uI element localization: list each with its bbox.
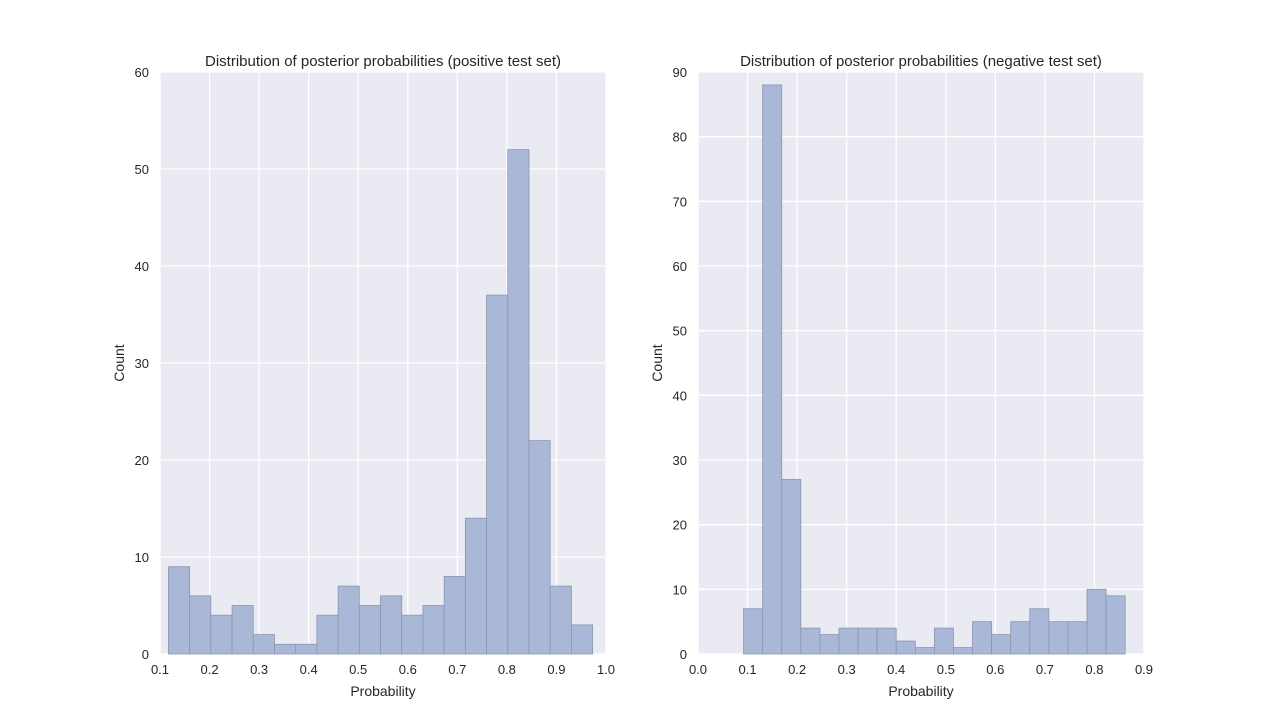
- bar: [895, 640, 916, 655]
- bar: [991, 634, 1012, 655]
- y-tick-label: 50: [673, 324, 687, 339]
- x-tick-label: 0.4: [887, 662, 905, 677]
- bar: [876, 627, 897, 655]
- bar: [1048, 621, 1069, 655]
- y-tick-label: 30: [135, 356, 149, 371]
- bar: [549, 585, 572, 655]
- x-tick-label: 0.3: [250, 662, 268, 677]
- bar: [507, 149, 530, 655]
- y-tick-label: 0: [680, 647, 687, 662]
- y-tick-label: 90: [673, 65, 687, 80]
- bar: [1105, 595, 1126, 655]
- bar: [422, 605, 445, 655]
- bars: [743, 84, 1126, 655]
- bar: [231, 605, 254, 655]
- y-tick-label: 70: [673, 194, 687, 209]
- y-tick-label: 10: [135, 550, 149, 565]
- bar: [401, 614, 424, 655]
- x-axis-label: Probability: [888, 683, 953, 699]
- x-tick-label: 0.8: [1085, 662, 1103, 677]
- x-tick-labels: 0.1 0.2 0.3 0.4 0.5 0.6 0.7 0.8 0.9 1.0: [151, 662, 615, 677]
- x-tick-label: 0.5: [349, 662, 367, 677]
- bar: [762, 84, 783, 655]
- bar: [252, 634, 275, 655]
- chart-title: Distribution of posterior probabilities …: [740, 53, 1102, 70]
- x-tick-label: 0.9: [1135, 662, 1153, 677]
- y-tick-label: 60: [135, 65, 149, 80]
- bar: [358, 605, 381, 655]
- x-tick-label: 0.7: [448, 662, 466, 677]
- x-tick-label: 0.2: [201, 662, 219, 677]
- bar: [914, 647, 935, 655]
- x-tick-label: 0.6: [399, 662, 417, 677]
- y-tick-labels: 0 10 20 30 40 50 60 70 80 90: [673, 65, 687, 662]
- bar: [781, 478, 802, 655]
- y-tick-label: 80: [673, 130, 687, 145]
- y-tick-label: 0: [142, 647, 149, 662]
- x-tick-label: 0.1: [151, 662, 169, 677]
- x-tick-label: 0.3: [838, 662, 856, 677]
- y-tick-label: 40: [135, 259, 149, 274]
- x-tick-label: 0.1: [739, 662, 757, 677]
- x-tick-label: 0.6: [986, 662, 1004, 677]
- y-axis-label: Count: [649, 344, 665, 381]
- bar: [210, 614, 233, 655]
- bar: [743, 608, 764, 655]
- x-axis-label: Probability: [350, 683, 415, 699]
- bar: [1010, 621, 1031, 655]
- bar: [189, 595, 212, 655]
- bar: [1067, 621, 1088, 655]
- bar: [819, 634, 840, 655]
- bar: [857, 627, 878, 655]
- bar: [571, 624, 594, 655]
- histogram-positive-panel: 0.1 0.2 0.3 0.4 0.5 0.6 0.7 0.8 0.9 1.0 0 10 20 30 40…: [111, 53, 615, 699]
- x-tick-label: 0.4: [300, 662, 318, 677]
- x-tick-labels: 0.0 0.1 0.2 0.3 0.4 0.5 0.6 0.7 0.8 0.9: [689, 662, 1153, 677]
- bar: [528, 440, 551, 655]
- x-tick-label: 0.5: [937, 662, 955, 677]
- bar: [274, 643, 297, 655]
- chart-title: Distribution of posterior probabilities …: [205, 53, 561, 70]
- y-tick-label: 30: [673, 453, 687, 468]
- bar: [443, 576, 466, 655]
- bar: [838, 627, 859, 655]
- bar: [295, 643, 318, 655]
- y-tick-label: 10: [673, 582, 687, 597]
- bar: [337, 585, 360, 655]
- bar: [316, 614, 339, 655]
- y-tick-label: 20: [135, 453, 149, 468]
- x-tick-label: 0.2: [788, 662, 806, 677]
- y-axis-label: Count: [111, 344, 127, 381]
- bar: [380, 595, 403, 655]
- bar: [1086, 588, 1107, 655]
- bars: [168, 149, 594, 655]
- bar: [486, 294, 509, 655]
- x-tick-label: 1.0: [597, 662, 615, 677]
- y-tick-label: 20: [673, 518, 687, 533]
- bar: [800, 627, 821, 655]
- bar: [953, 647, 973, 655]
- y-tick-labels: 0 10 20 30 40 50 60: [135, 65, 149, 662]
- bar: [1029, 608, 1050, 655]
- x-tick-label: 0.7: [1036, 662, 1054, 677]
- bar: [168, 566, 191, 655]
- y-tick-label: 50: [135, 162, 149, 177]
- bar: [972, 621, 993, 655]
- x-tick-label: 0.8: [498, 662, 516, 677]
- bar: [933, 627, 954, 655]
- histogram-negative-panel: 0.0 0.1 0.2 0.3 0.4 0.5 0.6 0.7 0.8 0.9 0 10 20 30 40…: [649, 53, 1153, 699]
- x-tick-label: 0.0: [689, 662, 707, 677]
- bar: [464, 517, 487, 655]
- x-tick-label: 0.9: [547, 662, 565, 677]
- y-tick-label: 60: [673, 259, 687, 274]
- y-tick-label: 40: [673, 388, 687, 403]
